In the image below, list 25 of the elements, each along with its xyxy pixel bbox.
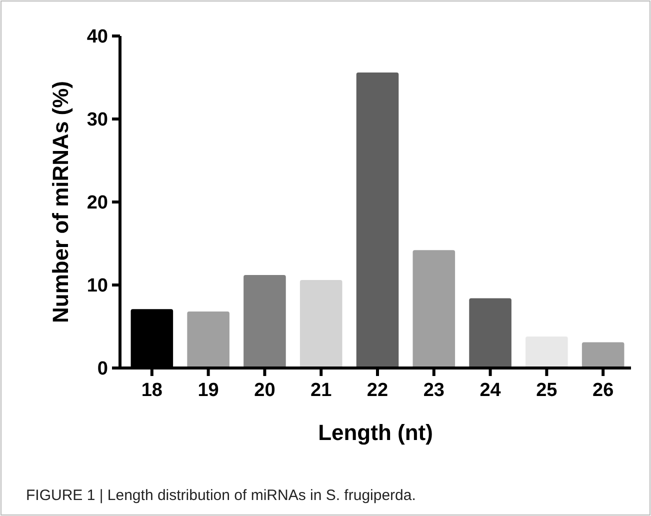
x-tick-label: 21 [310, 380, 332, 401]
caption: FIGURE 1 | Length distribution of miRNAs in S. frugiperda. [26, 487, 416, 504]
x-tick-label: 26 [592, 380, 614, 401]
x-tick-label: 19 [198, 380, 219, 401]
x-tick-label: 20 [254, 380, 276, 401]
bar [244, 275, 286, 368]
y-tick-label: 10 [86, 276, 108, 297]
x-tick-label: 23 [423, 380, 444, 401]
bar [300, 280, 342, 368]
x-tick-label: 22 [366, 380, 388, 401]
y-tick-label: 40 [86, 26, 108, 48]
bar [526, 336, 568, 368]
x-tick-label: 25 [536, 380, 558, 401]
bar [356, 72, 399, 368]
x-tick-label: 24 [480, 380, 502, 401]
bar [187, 312, 230, 368]
y-tick-label: 0 [97, 358, 108, 380]
bar [582, 342, 624, 368]
y-tick-label: 20 [86, 192, 108, 214]
y-tick-label: 30 [86, 110, 108, 131]
y-axis-title: Number of miRNAs (%) [48, 80, 73, 324]
bar [469, 298, 512, 368]
x-tick-label: 18 [141, 380, 162, 401]
x-axis-title: Length (nt) [318, 420, 433, 445]
bar [412, 250, 456, 368]
